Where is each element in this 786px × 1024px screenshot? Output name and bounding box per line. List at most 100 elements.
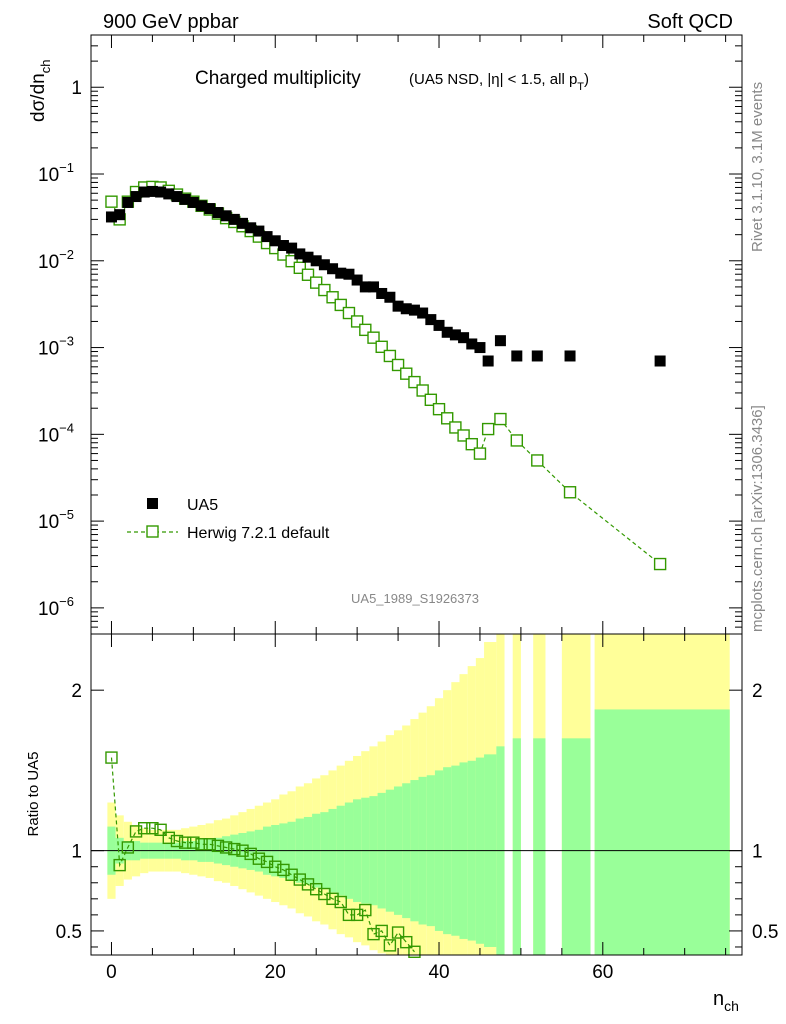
ratio-herwig-point [138, 822, 151, 835]
ratio-herwig-point [408, 945, 421, 958]
ratio-herwig-point [129, 825, 143, 838]
ua5-point [425, 314, 437, 326]
herwig-point [441, 412, 454, 425]
ua5-point [466, 338, 478, 350]
ratio-herwig-point [187, 836, 200, 849]
ua5-point [187, 196, 199, 208]
herwig-point [400, 367, 413, 380]
herwig-point [359, 323, 372, 337]
herwig-point [318, 283, 331, 297]
ratio-herwig-point [359, 903, 372, 917]
herwig-point [510, 434, 524, 447]
ua5-point [245, 222, 257, 234]
x-axis-label-sub: ch [724, 998, 739, 1014]
ua5-point [351, 274, 363, 286]
main-y-tick-exponent: −2 [59, 247, 74, 262]
ratio-data-points [105, 751, 421, 958]
herwig-point [531, 454, 544, 467]
herwig-point [383, 349, 397, 363]
ua5-point [236, 217, 248, 229]
header-left-label: 900 GeV ppbar [103, 11, 239, 33]
stat-uncertainty-band [594, 709, 730, 955]
ua5-point [155, 186, 167, 198]
herwig-point [105, 195, 118, 208]
ratio-y-tick-label-left: 2 [71, 681, 82, 702]
ratio-herwig-point [252, 852, 266, 865]
main-y-axis-label: dσ/dnch [28, 60, 53, 122]
ratio-y-tick-label-right: 2 [752, 681, 763, 702]
ratio-herwig-point [121, 841, 135, 854]
ua5-point [286, 242, 298, 254]
ua5-point [138, 186, 150, 198]
ratio-herwig-point [178, 836, 192, 849]
x-axis-label-main: n [713, 988, 724, 1010]
plot-subtitle-end: ) [584, 71, 589, 88]
herwig-point [473, 447, 487, 460]
ratio-plot-frame [90, 633, 743, 956]
main-plot-frame [90, 34, 743, 635]
ua5-point [196, 200, 208, 212]
herwig-point [375, 340, 388, 354]
herwig-point [494, 412, 507, 426]
herwig-point [481, 422, 495, 436]
main-y-tick-base: 10 [38, 599, 59, 620]
main-y-tick-exponent: −6 [59, 594, 74, 609]
ua5-point [228, 213, 240, 225]
ua5-point [474, 342, 486, 354]
ua5-point [511, 350, 523, 362]
main-data-points [105, 180, 667, 571]
ratio-herwig-point [170, 834, 184, 848]
legend-ua5-marker [147, 498, 158, 509]
ua5-point [494, 335, 506, 347]
herwig-point [285, 254, 298, 268]
ratio-herwig-point [375, 924, 388, 938]
ua5-point [171, 191, 183, 203]
ua5-point [368, 281, 380, 293]
herwig-point [301, 268, 315, 281]
ua5-point [114, 209, 126, 221]
herwig-point [334, 298, 347, 312]
main-y-tick-exponent: −4 [59, 420, 74, 435]
ua5-point [392, 300, 404, 312]
main-y-axis-label-main: dσ/dn [28, 73, 49, 122]
herwig-point [465, 437, 478, 451]
rivet-version-label: Rivet 3.1.10, 3.1M events [749, 82, 766, 252]
ratio-herwig-point [269, 860, 282, 873]
ua5-point [122, 196, 134, 208]
ua5-point [212, 207, 224, 219]
main-y-tick-base: 10 [38, 512, 59, 533]
main-y-tick-exponent: −5 [59, 507, 74, 522]
ua5-point [130, 191, 142, 203]
main-axes: 110−110−210−310−410−510−6 [38, 34, 742, 635]
herwig-point [408, 375, 421, 389]
ua5-point [335, 267, 347, 279]
ua5-point [343, 268, 355, 280]
ratio-herwig-point [326, 892, 339, 906]
ratio-herwig-point [236, 844, 249, 857]
main-y-tick-label: 10−2 [38, 247, 74, 273]
x-tick-label: 40 [428, 962, 449, 983]
herwig-point [309, 276, 323, 289]
ua5-point [449, 329, 461, 341]
ua5-point [261, 231, 273, 243]
ratio-herwig-point [334, 895, 347, 909]
ratio-herwig-point [228, 842, 241, 856]
herwig-point [391, 358, 405, 372]
herwig-point [416, 384, 429, 397]
x-tick-label: 60 [592, 962, 613, 983]
plot-subtitle: (UA5 NSD, |η| < 1.5, all pT) [409, 71, 589, 93]
herwig-point [293, 261, 307, 275]
main-y-tick-base: 10 [38, 252, 59, 273]
ratio-herwig-point [162, 831, 175, 845]
ratio-herwig-point [391, 926, 405, 939]
ratio-herwig-point [113, 858, 126, 872]
ua5-point [204, 203, 216, 215]
stat-uncertainty-band [512, 738, 521, 955]
main-y-tick-base: 10 [38, 339, 59, 360]
herwig-point [350, 315, 364, 328]
herwig-point [449, 421, 462, 434]
ua5-point [277, 240, 289, 252]
ratio-herwig-point [211, 839, 225, 853]
ua5-point [253, 225, 265, 237]
herwig-point [326, 291, 339, 304]
